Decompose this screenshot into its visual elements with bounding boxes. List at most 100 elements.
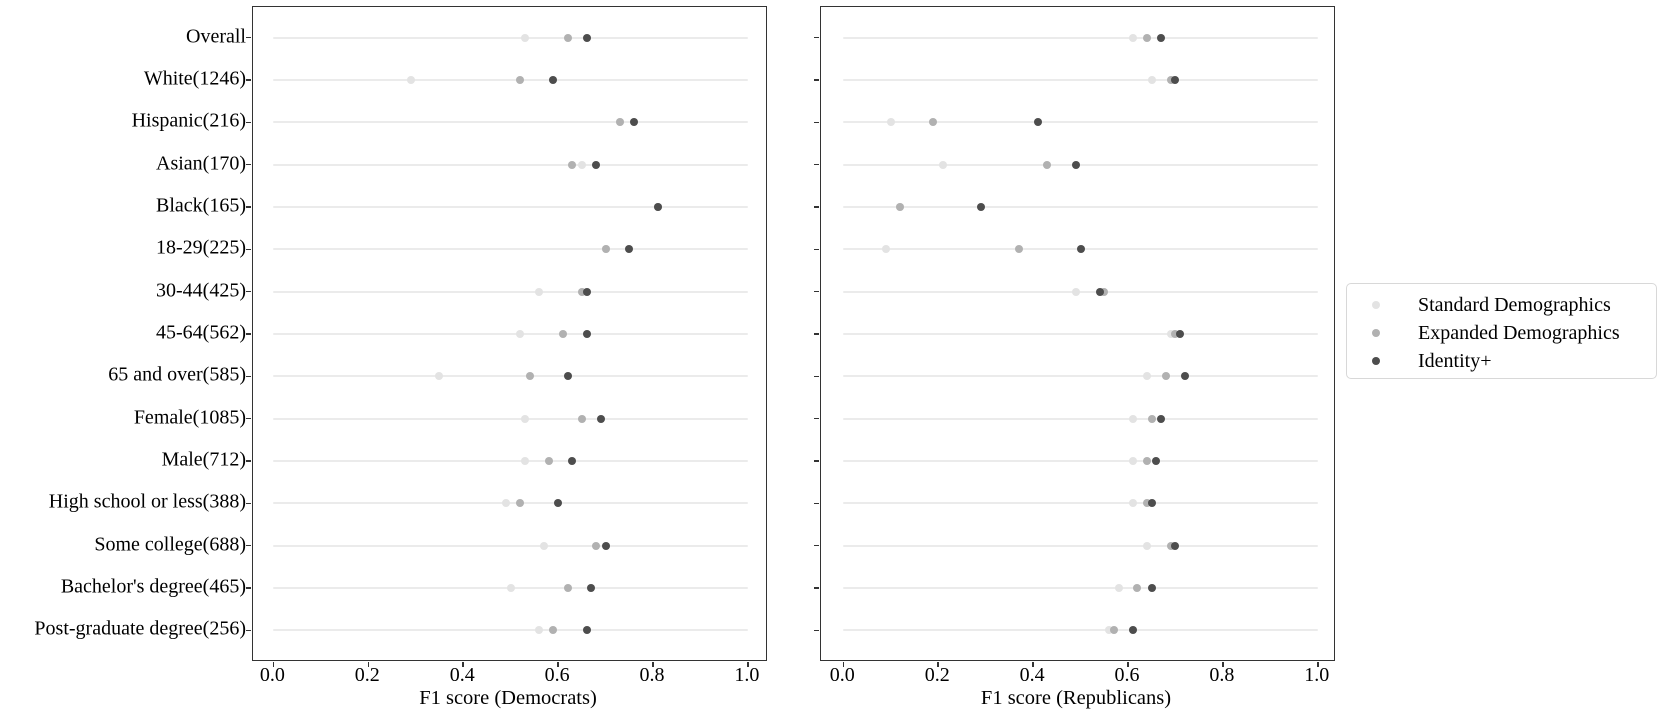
data-dot xyxy=(886,118,895,127)
category-label: 18-29(225) xyxy=(156,236,246,259)
x-tick-label: 0.6 xyxy=(544,664,570,686)
grid-line xyxy=(843,629,1318,632)
y-tick xyxy=(246,544,251,547)
data-dot xyxy=(1043,160,1052,169)
x-tick-label: 0.8 xyxy=(1209,664,1235,686)
data-dot xyxy=(549,76,558,85)
category-label: Post-graduate degree(256) xyxy=(34,617,246,640)
grid-line xyxy=(273,417,748,420)
data-dot xyxy=(582,33,591,42)
data-dot xyxy=(1142,372,1151,381)
data-dot xyxy=(976,203,985,212)
grid-line xyxy=(843,544,1318,547)
data-dot xyxy=(520,457,529,465)
data-dot xyxy=(601,245,610,254)
y-tick xyxy=(246,248,251,251)
data-dot xyxy=(1100,287,1109,296)
legend-marker-icon xyxy=(1372,357,1380,365)
data-dot xyxy=(544,457,553,465)
grid-line xyxy=(273,544,748,547)
x-axis-label-democrats: F1 score (Democrats) xyxy=(419,687,597,709)
category-label: 65 and over(585) xyxy=(108,363,246,386)
legend: Standard Demographics Expanded Demographi… xyxy=(1346,283,1657,379)
data-dot xyxy=(582,626,591,635)
data-dot xyxy=(1180,372,1189,381)
grid-line xyxy=(273,460,748,462)
data-dot xyxy=(577,160,586,169)
data-dot xyxy=(1171,330,1180,338)
data-dot xyxy=(407,76,415,85)
data-dot xyxy=(1142,33,1151,42)
data-dot xyxy=(1109,626,1118,635)
data-dot xyxy=(1014,245,1023,254)
data-dot xyxy=(1128,626,1137,635)
y-tick xyxy=(814,544,819,547)
y-tick xyxy=(814,333,819,335)
y-tick xyxy=(246,417,251,420)
grid-line xyxy=(273,248,748,251)
data-dot xyxy=(896,203,905,212)
legend-entry: Identity+ xyxy=(1347,347,1656,375)
data-dot xyxy=(506,583,515,592)
grid-line xyxy=(843,460,1318,462)
grid-line xyxy=(843,333,1318,335)
y-tick xyxy=(246,587,251,589)
grid-line xyxy=(843,206,1318,209)
data-dot xyxy=(1157,414,1166,423)
category-label: 30-44(425) xyxy=(156,279,246,302)
data-dot xyxy=(516,499,525,508)
x-tick xyxy=(652,662,654,667)
data-dot xyxy=(1166,330,1175,338)
category-label: Hispanic(216) xyxy=(131,109,246,132)
data-dot xyxy=(1071,287,1080,296)
grid-line xyxy=(273,290,748,293)
data-dot xyxy=(563,583,572,592)
grid-line xyxy=(273,163,748,166)
x-tick xyxy=(747,662,749,667)
data-dot xyxy=(1133,583,1142,592)
grid-line xyxy=(843,79,1318,82)
y-tick xyxy=(814,629,819,632)
data-dot xyxy=(630,118,639,127)
data-dot xyxy=(577,414,586,423)
data-dot xyxy=(563,33,572,42)
x-tick xyxy=(462,662,464,667)
grid-line xyxy=(843,375,1318,378)
data-dot xyxy=(535,287,544,296)
data-dot xyxy=(1176,330,1185,338)
legend-label: Expanded Demographics xyxy=(1418,321,1620,344)
data-dot xyxy=(1166,76,1175,85)
category-label: Overall xyxy=(186,25,246,48)
y-tick xyxy=(814,163,819,166)
data-dot xyxy=(653,203,662,212)
legend-label: Identity+ xyxy=(1418,349,1492,372)
category-label: White(1246) xyxy=(143,67,246,90)
data-dot xyxy=(1033,118,1042,127)
data-dot xyxy=(1147,499,1156,508)
x-axis-label-republicans: F1 score (Republicans) xyxy=(980,687,1172,709)
data-dot xyxy=(1147,76,1156,85)
grid-line xyxy=(273,375,748,378)
panel-republicans xyxy=(814,6,1335,667)
grid-line xyxy=(273,79,748,82)
data-dot xyxy=(601,541,610,550)
y-tick xyxy=(246,163,251,166)
data-dot xyxy=(1142,457,1151,465)
data-dot xyxy=(1076,245,1085,254)
data-dot xyxy=(615,118,624,127)
y-tick xyxy=(814,417,819,420)
x-tick xyxy=(937,662,939,667)
grid-line xyxy=(843,121,1318,124)
legend-entry: Expanded Demographics xyxy=(1347,319,1656,347)
x-tick-label: 0.4 xyxy=(1019,664,1045,686)
data-dot xyxy=(558,330,567,338)
x-tick-label: 1.0 xyxy=(1304,664,1330,686)
category-label: Male(712) xyxy=(161,448,246,471)
y-tick xyxy=(246,460,251,462)
category-label: Some college(688) xyxy=(94,533,246,556)
data-dot xyxy=(516,330,525,338)
grid-line xyxy=(843,502,1318,505)
data-dot xyxy=(592,160,601,169)
x-tick xyxy=(557,662,559,667)
